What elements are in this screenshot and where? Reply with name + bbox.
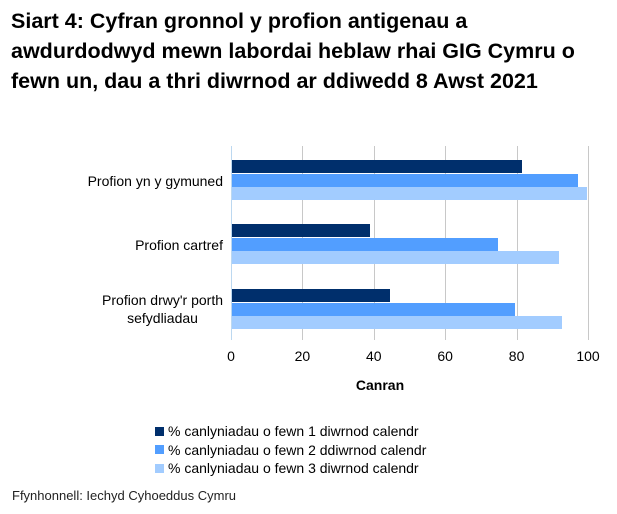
- legend-item-2day: % canlyniadau o fewn 2 ddiwrnod calendr: [155, 441, 426, 460]
- legend-label: % canlyniadau o fewn 2 ddiwrnod calendr: [168, 441, 427, 458]
- legend-item-1day: % canlyniadau o fewn 1 diwrnod calendr: [155, 422, 426, 441]
- x-tick-label: 40: [366, 348, 382, 364]
- gridline: [516, 146, 518, 340]
- x-tick-label: 100: [576, 348, 600, 364]
- chart-title: Siart 4: Cyfran gronnol y profion antige…: [11, 9, 575, 93]
- bar: [232, 251, 559, 264]
- category-label-home: Profion cartref: [135, 237, 223, 253]
- category-label-community: Profion yn y gymuned: [87, 173, 223, 189]
- bar: [232, 302, 515, 316]
- legend-label: % canlyniadau o fewn 3 diwrnod calendr: [168, 460, 419, 476]
- source-note: Ffynhonnell: Iechyd Cyhoeddus Cymru: [12, 488, 237, 503]
- bar: [232, 289, 390, 302]
- plot-area: [231, 146, 589, 340]
- x-tick-label: 0: [227, 348, 235, 364]
- legend-swatch-dark-blue: [155, 426, 164, 436]
- bar: [232, 187, 587, 200]
- legend: % canlyniadau o fewn 1 diwrnod calendr %…: [155, 422, 426, 478]
- legend-label: % canlyniadau o fewn 1 diwrnod calendr: [168, 423, 419, 439]
- category-label-institutions: Profion drwy'r porth sefydliadau: [102, 291, 223, 327]
- bar: [232, 316, 562, 329]
- x-tick-label: 80: [508, 348, 525, 364]
- x-axis-title: Canran: [355, 377, 405, 393]
- bar: [232, 173, 578, 187]
- bar: [232, 237, 498, 251]
- bar: [232, 224, 370, 237]
- legend-item-3day: % canlyniadau o fewn 3 diwrnod calendr: [155, 459, 426, 478]
- category-label-line: sefydliadau: [127, 310, 198, 326]
- legend-swatch-mid-blue: [155, 445, 164, 455]
- x-tick-label: 60: [437, 348, 453, 364]
- gridline: [588, 146, 589, 340]
- y-axis-line: [231, 146, 232, 340]
- bar: [232, 160, 522, 173]
- category-label-line: Profion drwy'r porth: [102, 292, 223, 308]
- x-tick-label: 20: [294, 348, 311, 364]
- legend-swatch-light-blue: [155, 463, 164, 473]
